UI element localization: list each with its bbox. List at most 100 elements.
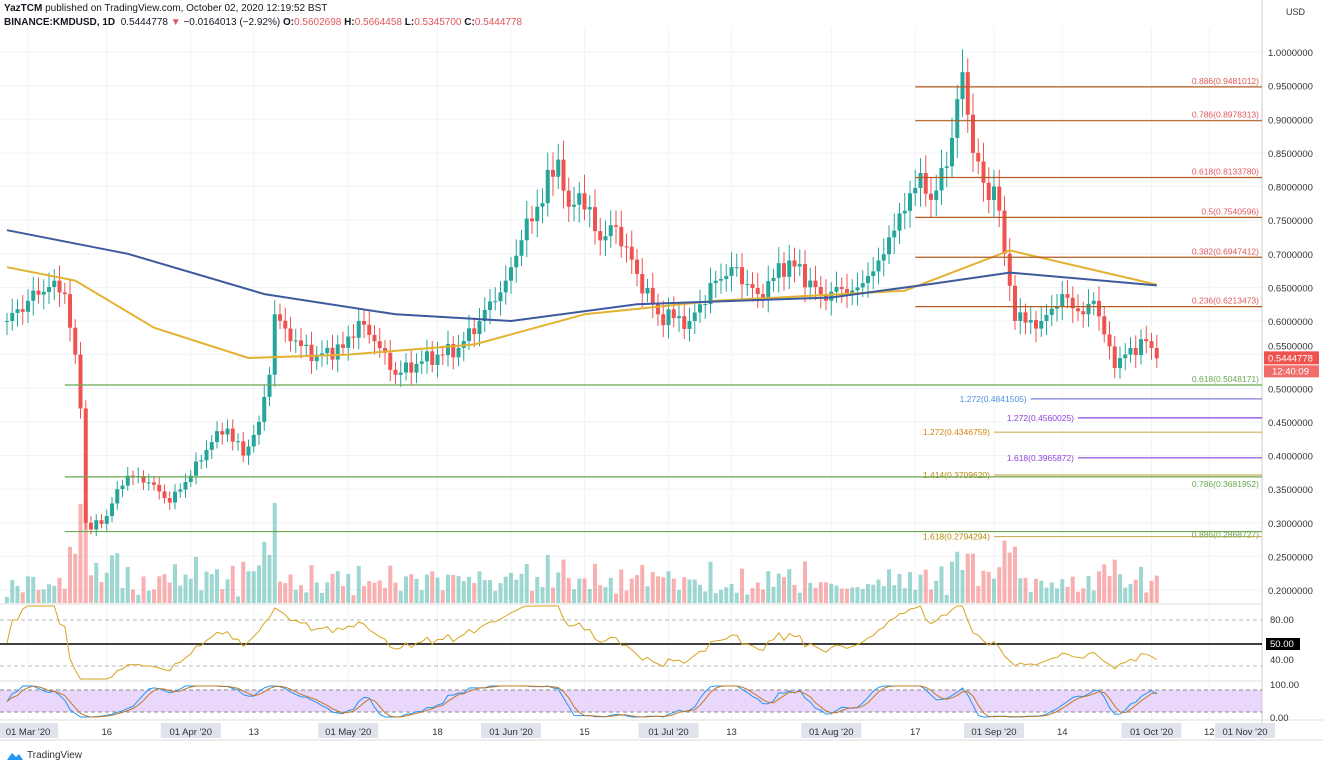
candle-body <box>425 351 429 362</box>
rsi-value-tag <box>1266 638 1300 650</box>
candle-body <box>89 522 93 530</box>
candle-body <box>503 280 508 293</box>
volume-bar <box>57 577 62 603</box>
volume-bar <box>839 588 844 603</box>
candle-body <box>1044 315 1049 321</box>
volume-bar <box>146 590 151 603</box>
volume-bar <box>498 583 503 603</box>
x-tick-highlight <box>0 723 58 738</box>
volume-bar <box>461 581 466 603</box>
candle-body <box>488 301 492 310</box>
candle-body <box>1081 311 1086 315</box>
candle-body <box>47 286 51 292</box>
candle-body <box>78 354 83 409</box>
x-tick-label: 01 Nov '20 <box>1222 727 1267 738</box>
symbol[interactable]: BINANCE:KMDUSD, 1D <box>4 17 116 28</box>
volume-bar <box>1018 578 1023 603</box>
candle-body <box>551 169 555 177</box>
volume-bar <box>997 567 1002 603</box>
candle-body <box>572 204 576 207</box>
candle-body <box>335 344 340 360</box>
volume-bar <box>955 551 960 603</box>
volume-bar <box>1060 579 1065 603</box>
y-tick-label: 0.4500000 <box>1268 418 1313 429</box>
volume-bar <box>682 577 687 603</box>
y-tick-label: 0.6500000 <box>1268 283 1313 294</box>
volume-bar <box>619 569 624 603</box>
fib-level-label: 0.236(0.6213473) <box>1192 296 1259 306</box>
volume-bar <box>299 585 303 603</box>
volume-bar <box>860 588 865 603</box>
volume-bar <box>771 586 776 603</box>
candle-body <box>251 434 256 447</box>
cloud-icon <box>7 752 23 760</box>
volume-bar <box>1034 578 1038 603</box>
candle-body <box>871 271 876 277</box>
x-tick-label: 16 <box>101 727 112 738</box>
volume-bar <box>1028 591 1033 603</box>
candle-body <box>393 369 398 375</box>
volume-bar <box>173 564 177 603</box>
tradingview-logo[interactable]: TradingView <box>6 750 82 761</box>
volume-bar <box>341 585 345 603</box>
candle-body <box>20 309 25 312</box>
volume-bar <box>608 577 613 603</box>
candle-body <box>1018 312 1023 321</box>
fib-level-label: 1.618(0.3965872) <box>1007 453 1074 463</box>
candle-body <box>215 431 219 443</box>
candle-body <box>404 362 408 373</box>
volume-bar <box>666 571 671 603</box>
candle-body <box>782 263 786 277</box>
volume-bar <box>719 589 723 603</box>
candle-body <box>1139 339 1143 356</box>
volume-bar <box>687 579 692 603</box>
candle-body <box>62 292 67 295</box>
volume-bar <box>241 561 246 603</box>
candle-body <box>755 287 760 295</box>
volume-bar <box>745 594 750 603</box>
volume-bar <box>5 597 9 603</box>
candle-body <box>577 193 582 205</box>
volume-bar <box>918 574 923 603</box>
volume-bar <box>230 565 235 603</box>
x-tick-label: 01 May '20 <box>325 727 371 738</box>
candle-body <box>309 344 314 362</box>
volume-bar <box>519 573 524 603</box>
volume-bar <box>20 592 25 603</box>
y-tick-label: 0.9000000 <box>1268 115 1313 126</box>
volume-bar <box>803 561 807 603</box>
volume-bar <box>713 593 718 603</box>
candle-body <box>388 352 393 370</box>
volume-bar <box>383 587 387 603</box>
volume-bar <box>797 592 802 603</box>
fib-level-label: 0.5(0.7540596) <box>1201 206 1259 216</box>
candle-body <box>451 343 456 358</box>
moving-average-100 <box>6 249 1158 359</box>
candle-body <box>314 354 319 362</box>
candle-body <box>934 190 939 200</box>
volume-bar <box>393 582 398 603</box>
volume-bar <box>419 590 424 603</box>
x-tick-label: 01 Jul '20 <box>648 727 688 738</box>
candle-body <box>703 304 708 306</box>
candle-body <box>850 290 855 295</box>
candle-body <box>1102 316 1107 335</box>
stoch-band <box>0 690 1262 712</box>
candle-body <box>414 363 419 373</box>
last-price-label: 0.5444778 <box>1268 353 1313 364</box>
candle-body <box>635 259 639 274</box>
candle-body <box>519 240 524 256</box>
rsi-value-label: 50.00 <box>1270 639 1294 650</box>
y-tick-label: 0.7000000 <box>1268 250 1313 261</box>
candle-body <box>68 294 72 328</box>
x-tick-label: 13 <box>248 727 259 738</box>
x-tick-highlight <box>1215 723 1275 738</box>
y-tick-label: 0.7500000 <box>1268 216 1313 227</box>
volume-bar <box>425 574 429 603</box>
candle-body <box>545 169 550 204</box>
candle-body <box>950 137 954 167</box>
volume-bar <box>309 565 314 603</box>
candle-body <box>1149 341 1154 348</box>
candle-body <box>740 267 744 285</box>
